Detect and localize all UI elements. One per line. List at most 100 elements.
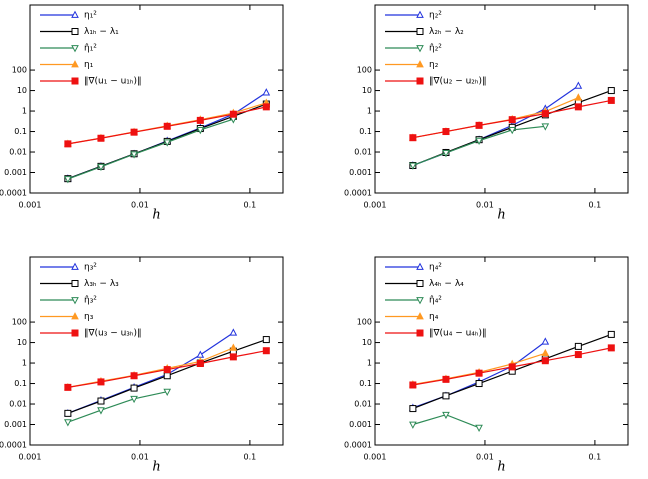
- marker: [475, 137, 483, 145]
- marker: [541, 123, 550, 131]
- marker: [71, 280, 79, 287]
- marker: [416, 10, 424, 18]
- x-tick-label: 0.1: [244, 201, 257, 210]
- x-tick-label: 0.001: [19, 201, 42, 210]
- marker: [416, 312, 424, 320]
- marker: [416, 77, 424, 85]
- y-tick-label: 0.001: [349, 420, 372, 429]
- marker: [71, 45, 79, 53]
- marker: [64, 140, 72, 148]
- legend-label: η₃²: [84, 263, 97, 273]
- y-tick-label: 100: [357, 318, 372, 327]
- marker: [196, 360, 204, 368]
- y-tick-label: 10: [17, 86, 27, 95]
- x-axis-label: h: [152, 460, 160, 475]
- legend-label: ‖∇(u₃ − u₃ₕ)‖: [84, 329, 142, 339]
- plot-frame: [374, 256, 629, 446]
- legend-label: η₂²: [429, 11, 442, 21]
- y-tick-label: 1: [367, 107, 372, 116]
- marker: [574, 103, 582, 111]
- marker: [71, 28, 79, 35]
- marker: [409, 421, 417, 429]
- legend-label: η₁: [84, 60, 94, 70]
- legend-label: ‖∇(u₄ − u₄ₕ)‖: [429, 329, 487, 339]
- x-tick-label: 0.1: [244, 453, 257, 462]
- legend-label: λ₂ₕ − λ₂: [429, 27, 464, 37]
- marker: [71, 10, 79, 18]
- marker: [541, 110, 549, 118]
- plot-frame: [29, 256, 284, 446]
- marker: [416, 45, 424, 53]
- legend-label: η̂₄²: [429, 295, 442, 306]
- y-tick-label: 10: [362, 86, 372, 95]
- x-tick-label: 0.01: [131, 453, 149, 462]
- marker: [416, 280, 424, 287]
- marker: [196, 350, 205, 358]
- y-tick-label: 0.01: [354, 400, 372, 409]
- marker: [163, 122, 171, 130]
- marker: [262, 88, 271, 96]
- marker: [71, 262, 79, 270]
- legend-label: ‖∇(u₂ − u₂ₕ)‖: [429, 77, 487, 87]
- x-tick-label: 0.01: [131, 201, 149, 210]
- marker: [71, 60, 79, 68]
- legend-label: η̂₁²: [84, 43, 97, 54]
- marker: [97, 134, 105, 142]
- marker: [409, 134, 417, 142]
- y-tick-label: 0.01: [9, 400, 27, 409]
- marker: [416, 329, 424, 337]
- y-tick-label: 0.01: [9, 148, 27, 157]
- marker: [574, 351, 582, 359]
- marker: [97, 163, 105, 172]
- legend-label: λ₄ₕ − λ₄: [429, 279, 464, 289]
- y-tick-label: 0.1: [359, 127, 372, 136]
- y-tick-label: 0.1: [359, 379, 372, 388]
- marker: [416, 60, 424, 68]
- legend-label: λ₃ₕ − λ₃: [84, 279, 119, 289]
- subplot: 0.001 0.01 0.1 0.0001 0.001 0.01 0.1 1 10 100 h η₂²…: [344, 4, 629, 223]
- y-tick-label: 1: [367, 359, 372, 368]
- x-axis-label: h: [497, 208, 505, 223]
- plot-frame: [374, 4, 629, 194]
- y-tick-label: 0.1: [14, 127, 27, 136]
- marker: [97, 378, 105, 386]
- marker: [607, 330, 615, 338]
- y-tick-label: 1: [22, 107, 27, 116]
- marker: [574, 342, 582, 350]
- legend-label: η₁²: [84, 11, 97, 21]
- y-tick-label: 0.0001: [0, 189, 27, 198]
- subplot: 0.001 0.01 0.1 0.0001 0.001 0.01 0.1 1 10 100 h η₄²…: [344, 256, 629, 475]
- marker: [130, 395, 138, 404]
- marker: [442, 411, 450, 420]
- y-tick-label: 0.001: [349, 168, 372, 177]
- legend-label: η̂₃²: [84, 295, 97, 306]
- series-line: [412, 85, 579, 167]
- marker: [262, 347, 270, 355]
- legend-label: η₄²: [429, 263, 442, 273]
- subplot: 0.001 0.01 0.1 0.0001 0.001 0.01 0.1 1 10 100 h η₁²…: [0, 4, 284, 223]
- y-tick-label: 0.001: [4, 168, 27, 177]
- legend-label: ‖∇(u₁ − u₁ₕ)‖: [84, 77, 142, 87]
- y-tick-label: 1: [22, 359, 27, 368]
- marker: [607, 344, 615, 352]
- y-tick-label: 0.0001: [0, 441, 27, 450]
- marker: [508, 127, 517, 135]
- marker: [475, 424, 483, 433]
- marker: [229, 110, 237, 118]
- series-line: [412, 125, 546, 167]
- marker: [163, 366, 171, 374]
- marker: [163, 388, 172, 397]
- x-tick-label: 0.001: [364, 453, 387, 462]
- y-tick-label: 0.1: [14, 379, 27, 388]
- marker: [409, 405, 417, 413]
- y-tick-label: 0.001: [4, 420, 27, 429]
- marker: [97, 397, 105, 405]
- marker: [409, 381, 417, 389]
- marker: [130, 128, 138, 136]
- x-tick-label: 0.1: [589, 201, 602, 210]
- marker: [71, 312, 79, 320]
- marker: [229, 343, 238, 351]
- marker: [229, 353, 237, 361]
- marker: [130, 151, 138, 159]
- marker: [262, 336, 270, 344]
